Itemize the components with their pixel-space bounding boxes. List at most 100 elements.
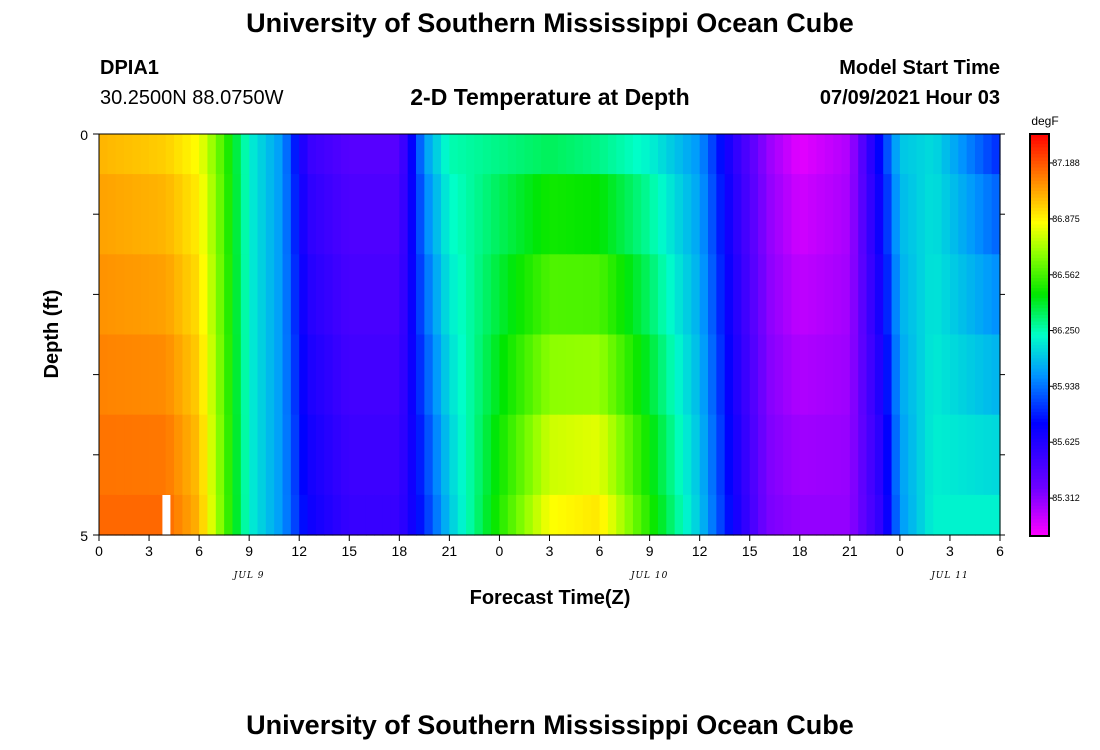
heatmap-cell bbox=[282, 134, 292, 175]
heatmap-cell bbox=[958, 174, 968, 255]
heatmap-cell bbox=[824, 494, 834, 536]
colorbar-segment bbox=[1030, 529, 1049, 534]
heatmap-cell bbox=[199, 414, 209, 496]
heatmap-cell bbox=[599, 494, 609, 536]
heatmap-cell bbox=[107, 134, 117, 175]
heatmap-cell bbox=[132, 414, 142, 496]
heatmap-cell bbox=[174, 254, 184, 336]
heatmap-cell bbox=[883, 174, 893, 255]
heatmap-cell bbox=[624, 254, 634, 336]
heatmap-cell bbox=[340, 254, 350, 336]
x-axis-label: Forecast Time(Z) bbox=[470, 587, 631, 609]
heatmap-cell bbox=[140, 414, 150, 496]
heatmap-cell bbox=[582, 254, 592, 336]
heatmap-cell bbox=[699, 134, 709, 175]
heatmap-cell bbox=[124, 334, 133, 416]
heatmap-cell bbox=[282, 254, 292, 336]
heatmap-cell bbox=[841, 414, 851, 496]
heatmap-cell bbox=[149, 134, 158, 175]
heatmap-cell bbox=[224, 174, 234, 255]
heatmap-cell bbox=[599, 254, 609, 336]
heatmap-cell bbox=[315, 174, 325, 255]
heatmap-cell bbox=[99, 254, 108, 336]
heatmap-cell bbox=[774, 494, 784, 536]
heatmap-cell bbox=[249, 414, 259, 496]
colorbar-segment bbox=[1030, 214, 1049, 219]
heatmap-cell bbox=[649, 334, 659, 416]
heatmap-cell bbox=[599, 134, 609, 175]
heatmap-cell bbox=[382, 494, 392, 536]
heatmap-cell bbox=[115, 414, 125, 496]
colorbar-segment bbox=[1030, 455, 1049, 460]
heatmap-cell bbox=[674, 494, 684, 536]
heatmap-cell bbox=[149, 414, 158, 496]
heatmap-cell bbox=[207, 334, 217, 416]
colorbar-segment bbox=[1030, 291, 1049, 296]
colorbar-segment bbox=[1030, 274, 1049, 279]
heatmap-cell bbox=[733, 254, 742, 336]
colorbar-segment bbox=[1030, 271, 1049, 276]
heatmap-cell bbox=[741, 254, 751, 336]
heatmap-cell bbox=[691, 494, 701, 536]
heatmap-cell bbox=[941, 254, 951, 336]
heatmap-cell bbox=[390, 134, 400, 175]
heatmap-cell bbox=[799, 254, 809, 336]
heatmap-cell bbox=[107, 174, 117, 255]
heatmap-cell bbox=[115, 174, 125, 255]
heatmap-cell bbox=[257, 414, 267, 496]
heatmap-cell bbox=[357, 334, 367, 416]
heatmap-cell bbox=[574, 174, 584, 255]
heatmap-cell bbox=[674, 254, 684, 336]
heatmap-cell bbox=[149, 174, 158, 255]
heatmap-cell bbox=[974, 494, 984, 536]
heatmap-cell bbox=[566, 174, 576, 255]
heatmap-cell bbox=[249, 334, 259, 416]
colorbar-segment bbox=[1030, 371, 1049, 376]
colorbar-segment bbox=[1030, 438, 1049, 443]
heatmap-cell bbox=[424, 254, 434, 336]
heatmap-cell bbox=[908, 174, 918, 255]
colorbar-segment bbox=[1030, 231, 1049, 236]
heatmap-cell bbox=[157, 414, 167, 496]
heatmap-cell bbox=[974, 414, 984, 496]
heatmap-cell bbox=[474, 494, 484, 536]
heatmap-cell bbox=[365, 174, 375, 255]
heatmap-cell bbox=[307, 174, 317, 255]
heatmap-cell bbox=[332, 414, 342, 496]
heatmap-cell bbox=[99, 334, 108, 416]
date-label: JUL 10 bbox=[629, 571, 668, 581]
heatmap-cell bbox=[249, 494, 259, 536]
heatmap-cell bbox=[157, 334, 167, 416]
heatmap-cell bbox=[149, 254, 158, 336]
heatmap-cell bbox=[265, 174, 275, 255]
colorbar-segment bbox=[1030, 177, 1049, 182]
colorbar-segment bbox=[1030, 341, 1049, 346]
heatmap-cell bbox=[482, 134, 492, 175]
heatmap-cell bbox=[641, 494, 651, 536]
heatmap-cell bbox=[708, 174, 717, 255]
colorbar-segment bbox=[1030, 144, 1049, 148]
colorbar-segment bbox=[1030, 495, 1049, 500]
heatmap-cell bbox=[557, 174, 567, 255]
colorbar-segment bbox=[1030, 515, 1049, 520]
heatmap-cell bbox=[724, 174, 734, 255]
heatmap-cell bbox=[691, 134, 701, 175]
heatmap-cell bbox=[841, 174, 851, 255]
heatmap-cell bbox=[874, 254, 884, 336]
heatmap-cell bbox=[282, 494, 292, 536]
heatmap-cell bbox=[883, 334, 893, 416]
colorbar-segment bbox=[1030, 294, 1049, 299]
colorbar-segment bbox=[1030, 485, 1049, 490]
heatmap-cell bbox=[716, 174, 726, 255]
heatmap-cell bbox=[332, 254, 342, 336]
heatmap-cell bbox=[482, 174, 492, 255]
heatmap-cell bbox=[165, 254, 175, 336]
heatmap-cell bbox=[332, 174, 342, 255]
colorbar-segment bbox=[1030, 398, 1049, 403]
heatmap-cell bbox=[808, 134, 818, 175]
heatmap-cell bbox=[783, 254, 793, 336]
heatmap-cell bbox=[933, 174, 943, 255]
heatmap-cell bbox=[516, 494, 526, 536]
heatmap-cell bbox=[716, 414, 726, 496]
footer-title: University of Southern Mississippi Ocean… bbox=[246, 710, 854, 740]
